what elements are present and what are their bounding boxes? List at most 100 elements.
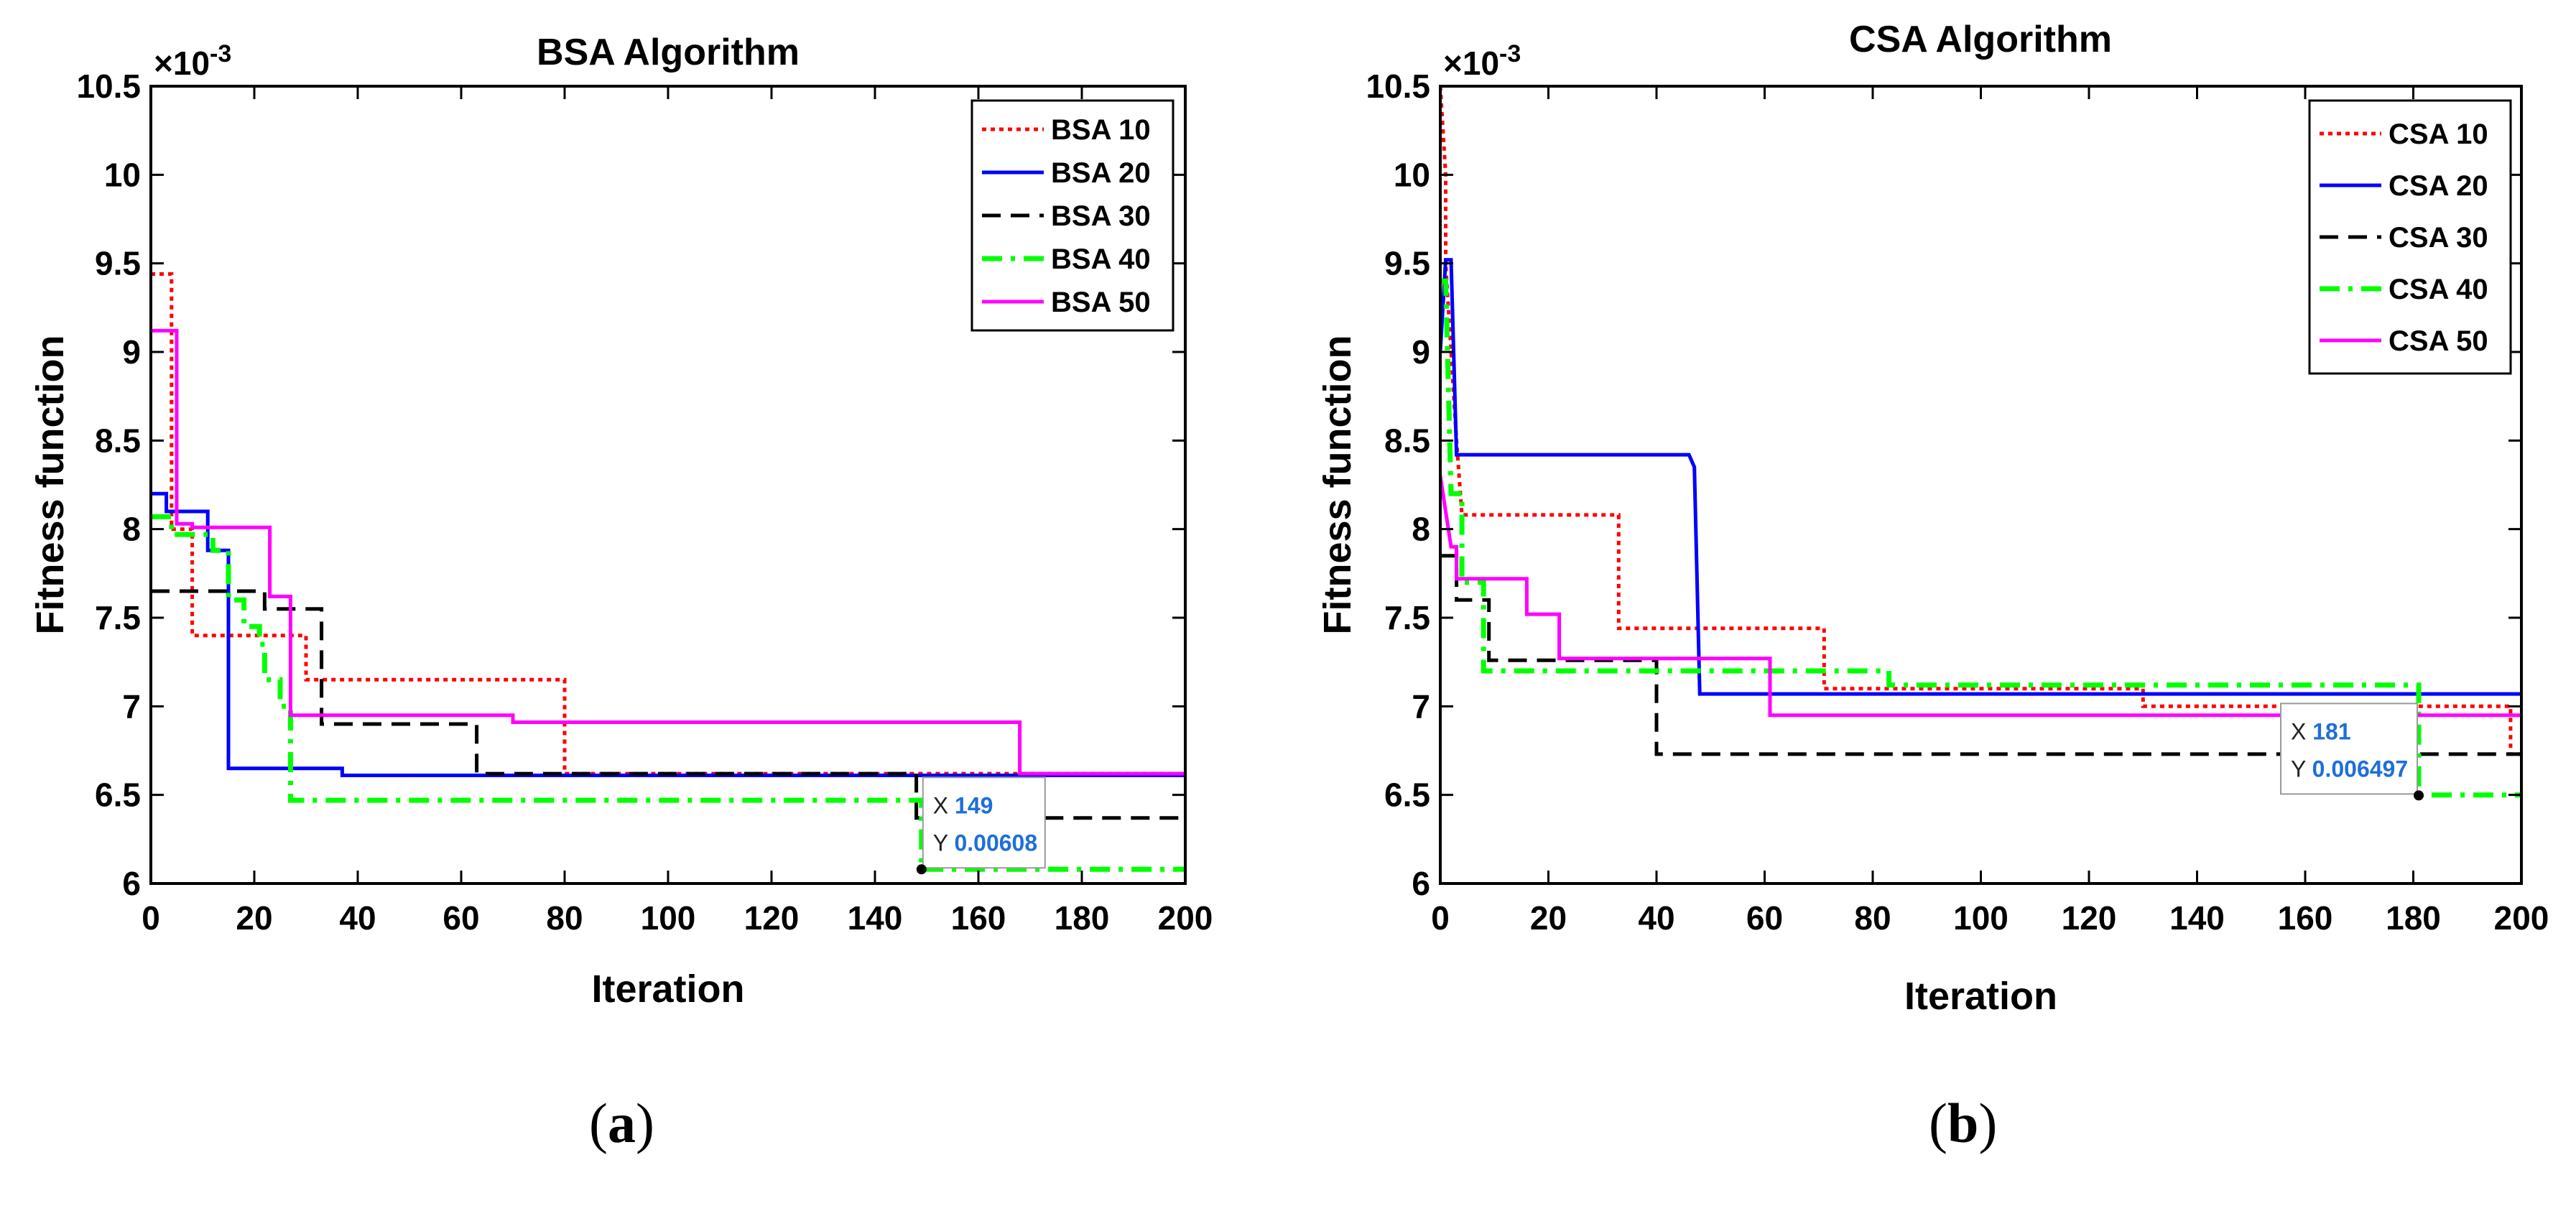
chart-2-datatip-marker <box>2414 790 2424 801</box>
chart-1-datatip-y-label: Y <box>933 830 955 855</box>
chart-2-legend-entry-4: CSA 40 <box>2389 274 2488 305</box>
chart-2-caption-letter: b <box>1947 1092 1978 1154</box>
chart-1-ytick-label: 8.5 <box>95 422 141 459</box>
chart-2-xtick-label: 20 <box>1530 899 1567 937</box>
chart-2-series-line-3 <box>1440 554 2521 756</box>
chart-2-series-line-2 <box>1440 258 2521 696</box>
chart-2-xtick-label: 0 <box>1431 899 1450 937</box>
chart-1-datatip-y: Y 0.00608 <box>933 830 1037 855</box>
chart-2-xtick-label: 180 <box>2386 899 2441 937</box>
chart-2-xtick-label: 140 <box>2169 899 2225 937</box>
chart-1-xtick-label: 80 <box>546 899 583 937</box>
chart-1-caption-open: ( <box>589 1092 608 1154</box>
chart-2-exponent-base: ×10 <box>1443 45 1499 82</box>
chart-1-series-group <box>151 272 1185 872</box>
chart-2-series-line-5 <box>1440 476 2521 718</box>
chart-2-legend-entry-5: CSA 50 <box>2389 325 2488 357</box>
chart-1-series-line-4 <box>151 514 1185 872</box>
chart-1-xtick-label: 140 <box>848 899 903 937</box>
chart-2-caption-open: ( <box>1929 1092 1947 1154</box>
chart-1-datatip-marker <box>916 864 927 875</box>
chart-2-exponent-label: ×10-3 <box>1443 40 1521 82</box>
chart-1-exponent-label: ×10-3 <box>154 40 231 82</box>
chart-2-xtick-label: 100 <box>1953 899 2009 937</box>
chart-2-xtick-label: 40 <box>1638 899 1674 937</box>
chart-1-ytick-label: 9 <box>122 333 141 371</box>
chart-1-legend-entry-1: BSA 10 <box>1051 114 1151 146</box>
chart-2-datatip-y-value: 0.006497 <box>2312 756 2408 781</box>
chart-1-ytick-label: 6 <box>122 865 141 902</box>
chart-1-ytick-label: 7.5 <box>95 599 141 636</box>
chart-2-xlabel: Iteration <box>1904 975 2057 1018</box>
chart-2-ytick-label: 8.5 <box>1384 422 1430 459</box>
chart-1-legend-entry-2: BSA 20 <box>1051 157 1151 189</box>
chart-1-caption-close: ) <box>636 1092 654 1154</box>
chart-2-ytick-label: 9.5 <box>1384 245 1430 282</box>
chart-1-exponent-base: ×10 <box>154 45 210 82</box>
chart-1-legend-entry-5: BSA 50 <box>1051 287 1151 318</box>
chart-1-datatip-x: X 149 <box>933 792 993 818</box>
chart-2-ytick-label: 7 <box>1412 687 1430 725</box>
chart-2-panel-caption: (b) <box>1929 1092 1997 1154</box>
chart-2-caption-close: ) <box>1978 1092 1997 1154</box>
chart-1-datatip-x-label: X <box>933 792 955 818</box>
chart-2-datatip-box <box>2280 702 2419 795</box>
chart-2-xtick-label: 160 <box>2278 899 2333 937</box>
chart-1-legend-entry-3: BSA 30 <box>1051 200 1151 232</box>
chart-1-ytick-label: 10.5 <box>76 68 141 105</box>
chart-1-xtick-label: 0 <box>142 899 160 937</box>
chart-1-title: BSA Algorithm <box>537 32 800 73</box>
chart-2-legend-box <box>2308 99 2512 375</box>
chart-2-legend-entry-1: CSA 10 <box>2389 119 2488 150</box>
chart-2-series-line-4 <box>1440 278 2521 798</box>
chart-1: 0 20 40 60 80 100 120 140 160 180 200 6 6.5 7 7.5 8 8.5 9… <box>29 32 1213 1154</box>
chart-1-series-line-1 <box>151 272 1185 776</box>
chart-1-ytick-label: 7 <box>122 687 141 725</box>
chart-2-ytick-label: 9 <box>1412 333 1430 371</box>
chart-1-xtick-label: 60 <box>443 899 479 937</box>
chart-1-xtick-label: 100 <box>641 899 696 937</box>
chart-1-panel-caption: (a) <box>589 1092 654 1154</box>
chart-1-caption-letter: a <box>608 1092 636 1154</box>
chart-2-legend-entry-3: CSA 30 <box>2389 222 2488 254</box>
chart-2-ytick-label: 10 <box>1394 156 1430 193</box>
chart-1-datatip-y-value: 0.00608 <box>954 830 1037 855</box>
chart-2-datatip-x-label: X <box>2291 718 2312 744</box>
chart-2-exponent-power: -3 <box>1499 40 1521 68</box>
chart-1-ytick-label: 6.5 <box>95 776 141 814</box>
chart-1-series-line-3 <box>151 589 1185 820</box>
chart-2-ytick-label: 10.5 <box>1366 68 1430 105</box>
chart-1-datatip-box <box>922 776 1046 869</box>
chart-2-datatip-y-label: Y <box>2291 756 2312 781</box>
chart-1-xtick-label: 120 <box>744 899 800 937</box>
chart-2-title: CSA Algorithm <box>1849 19 2112 60</box>
chart-2-ytick-label: 8 <box>1412 511 1430 548</box>
chart-1-series-line-5 <box>151 328 1185 776</box>
chart-1-legend-box <box>970 99 1175 332</box>
chart-2-xtick-label: 80 <box>1854 899 1891 937</box>
chart-2-ytick-label: 6 <box>1412 865 1430 902</box>
chart-1-legend-entry-4: BSA 40 <box>1051 243 1151 275</box>
chart-2-ytick-label: 7.5 <box>1384 599 1430 636</box>
chart-1-exponent-power: -3 <box>210 40 231 68</box>
chart-1-ytick-label: 10 <box>104 156 141 193</box>
chart-2-legend: CSA 10 CSA 20 CSA 30 CSA 40 CSA 50 <box>2308 99 2512 375</box>
chart-2-legend-entry-2: CSA 20 <box>2389 170 2488 202</box>
chart-2-datatip-x: X 181 <box>2291 718 2351 744</box>
chart-2-xtick-label: 200 <box>2494 899 2549 937</box>
chart-2-datatip-x-value: 181 <box>2312 718 2350 744</box>
chart-1-xtick-label: 40 <box>339 899 376 937</box>
chart-2-xtick-label: 120 <box>2062 899 2117 937</box>
chart-2-datatip-y: Y 0.006497 <box>2291 756 2408 781</box>
chart-1-legend: BSA 10 BSA 20 BSA 30 BSA 40 BSA 50 <box>970 99 1175 332</box>
chart-2-xtick-label: 60 <box>1746 899 1783 937</box>
chart-1-xlabel: Iteration <box>591 968 744 1011</box>
chart-1-datatip-x-value: 149 <box>955 792 993 818</box>
chart-2-ytick-label: 6.5 <box>1384 776 1430 814</box>
chart-1-xtick-label: 200 <box>1158 899 1213 937</box>
chart-2: 0 20 40 60 80 100 120 140 160 180 200 6 6.5 7 7.5 8 8.5 9… <box>1316 19 2549 1154</box>
chart-1-ytick-label: 8 <box>122 511 141 548</box>
